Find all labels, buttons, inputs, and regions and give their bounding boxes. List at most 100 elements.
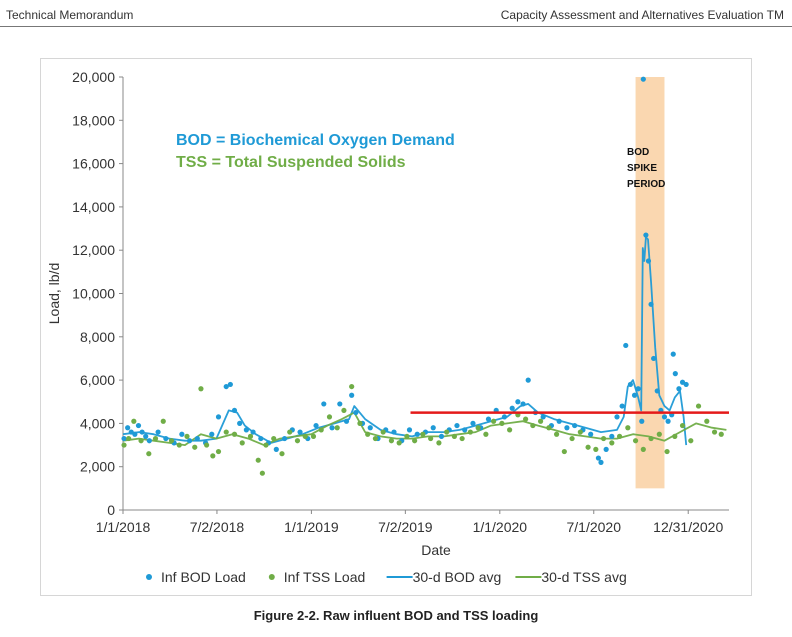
spike-period-band xyxy=(635,77,665,489)
inf-bod-load-point xyxy=(623,342,629,349)
inf-tss-load-point xyxy=(131,418,137,424)
inf-tss-load-point xyxy=(428,435,434,442)
y-tick-label: 8,000 xyxy=(80,329,115,345)
inf-tss-load-point xyxy=(507,427,513,433)
inf-bod-load-point xyxy=(454,422,460,429)
30-d-bod-avg-legend-label: 30-d BOD avg xyxy=(413,569,502,585)
inf-tss-load-point xyxy=(640,446,646,452)
y-tick-label: 10,000 xyxy=(72,286,115,302)
inf-tss-load-point xyxy=(672,433,678,439)
inf-bod-load-point xyxy=(223,383,229,390)
inf-bod-load-point xyxy=(603,446,609,452)
x-axis-title: Date xyxy=(421,542,451,558)
inf-bod-load-point xyxy=(406,427,413,433)
inf-bod-load-point xyxy=(648,301,654,307)
inf-bod-load-legend-label: Inf BOD Load xyxy=(161,569,246,585)
inf-tss-load-legend-marker xyxy=(268,574,275,580)
y-tick-label: 14,000 xyxy=(72,199,115,215)
inf-bod-load-point xyxy=(643,232,649,238)
30-d-bod-avg-line xyxy=(122,236,688,446)
x-tick-label: 7/1/2020 xyxy=(567,519,622,535)
inf-tss-load-point xyxy=(718,431,724,437)
inf-bod-load-point xyxy=(564,425,570,431)
inf-tss-load-point xyxy=(204,442,210,448)
inf-tss-load-point xyxy=(648,435,654,442)
inf-tss-load-point xyxy=(255,457,261,463)
inf-tss-load-point xyxy=(420,431,426,437)
inf-tss-load-point xyxy=(585,444,591,450)
inf-tss-load-point xyxy=(210,453,216,459)
inf-bod-load-point xyxy=(515,399,521,405)
inf-tss-load-point xyxy=(483,431,489,437)
x-tick-label: 7/2/2018 xyxy=(190,519,245,535)
inf-bod-load-point xyxy=(595,455,602,461)
inf-bod-load-point xyxy=(414,431,420,437)
y-tick-label: 2,000 xyxy=(80,459,115,475)
inf-tss-load-point xyxy=(184,433,190,439)
inf-tss-load-point xyxy=(318,427,324,433)
inf-tss-load-point xyxy=(152,435,159,442)
header-document-type: Technical Memorandum xyxy=(6,8,134,22)
inf-tss-load-point xyxy=(223,429,229,435)
inf-tss-load-legend-label: Inf TSS Load xyxy=(284,569,365,585)
inf-tss-load-point xyxy=(231,431,238,437)
inf-tss-load-point xyxy=(491,418,497,424)
inf-tss-load-point xyxy=(365,431,371,437)
inf-bod-load-point xyxy=(121,435,127,442)
inf-tss-load-point xyxy=(279,451,285,457)
inf-bod-load-point xyxy=(329,425,335,431)
inf-tss-load-point xyxy=(138,438,144,444)
inf-bod-load-point xyxy=(614,414,620,420)
inf-bod-load-point xyxy=(243,427,249,433)
inf-bod-load-point xyxy=(501,414,508,420)
inf-bod-load-point xyxy=(343,418,350,424)
x-tick-label: 1/1/2020 xyxy=(473,519,528,535)
inf-tss-load-point xyxy=(310,433,317,439)
inf-bod-load-point xyxy=(645,258,652,264)
inf-tss-load-point xyxy=(334,425,340,431)
inf-bod-load-point xyxy=(281,435,288,442)
inf-tss-load-point xyxy=(372,435,379,442)
inf-bod-load-point xyxy=(525,377,531,383)
inf-tss-load-point xyxy=(523,416,529,422)
inf-bod-load-point xyxy=(186,438,193,444)
inf-tss-load-point xyxy=(388,438,395,444)
inf-tss-load-point xyxy=(341,407,347,414)
inf-bod-load-point xyxy=(672,371,678,377)
x-tick-label: 7/2/2019 xyxy=(378,519,433,535)
inf-tss-load-point xyxy=(287,429,293,435)
inf-bod-load-point xyxy=(556,418,562,424)
inf-tss-load-point xyxy=(444,429,450,435)
inf-tss-load-point xyxy=(679,422,686,429)
inf-tss-load-point xyxy=(530,422,536,429)
x-tick-label: 1/1/2019 xyxy=(284,519,339,535)
y-tick-label: 12,000 xyxy=(72,242,115,258)
spike-period-label: PERIOD xyxy=(627,179,665,190)
inf-bod-load-point xyxy=(683,381,689,388)
inf-bod-load-point xyxy=(665,418,671,424)
inf-tss-load-point xyxy=(632,438,639,444)
inf-bod-load-point xyxy=(179,431,185,437)
inf-bod-load-point xyxy=(639,418,645,424)
spike-period-label: SPIKE xyxy=(627,163,657,174)
y-axis-title: Load, lb/d xyxy=(46,263,62,325)
inf-bod-load-point xyxy=(155,429,161,435)
bod-definition-label: BOD = Biochemical Oxygen Demand xyxy=(176,132,455,149)
inf-tss-load-point xyxy=(326,414,333,420)
inf-bod-load-point xyxy=(654,388,660,394)
inf-bod-load-point xyxy=(353,409,359,416)
inf-tss-load-point xyxy=(656,431,662,437)
inf-bod-load-point xyxy=(485,416,492,422)
inf-tss-load-point xyxy=(436,440,442,446)
inf-tss-load-point xyxy=(239,440,245,446)
inf-bod-load-point xyxy=(237,420,243,426)
inf-tss-load-point xyxy=(126,435,132,442)
inf-bod-load-point xyxy=(631,392,638,398)
inf-bod-load-point xyxy=(215,414,222,420)
inf-bod-load-point xyxy=(462,427,468,433)
inf-bod-load-point xyxy=(367,425,373,431)
inf-bod-load-point xyxy=(540,414,546,420)
inf-tss-load-point xyxy=(396,440,402,446)
inf-bod-load-point xyxy=(313,422,319,429)
inf-bod-load-point xyxy=(231,407,238,414)
